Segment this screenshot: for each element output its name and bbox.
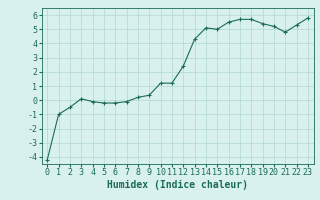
X-axis label: Humidex (Indice chaleur): Humidex (Indice chaleur) bbox=[107, 180, 248, 190]
